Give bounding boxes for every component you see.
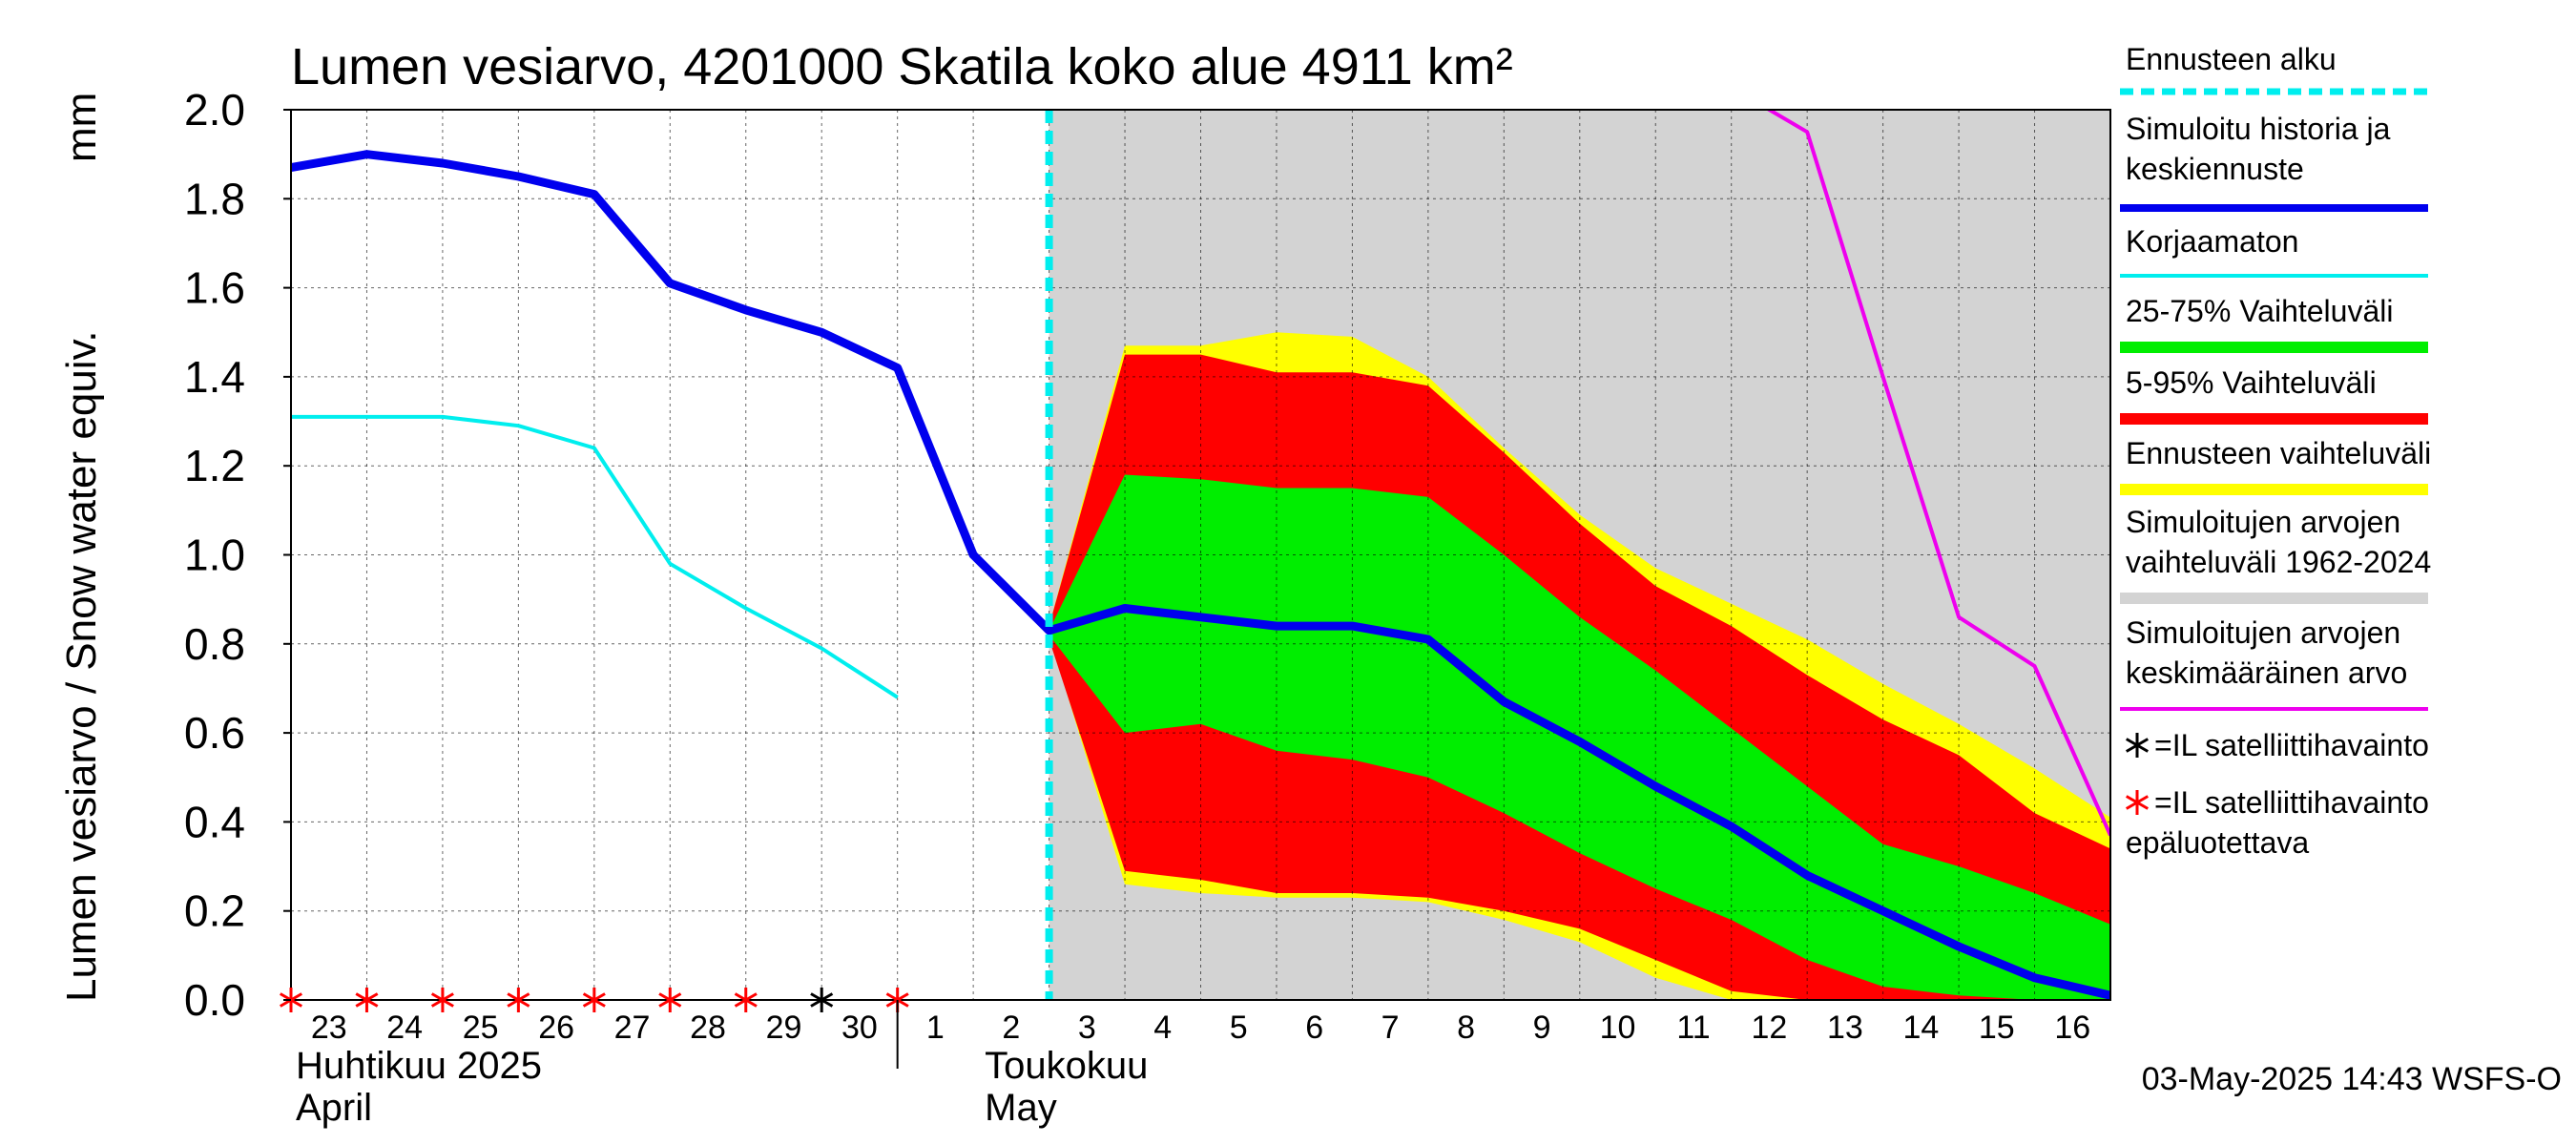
- legend-label: keskimääräinen arvo: [2126, 656, 2407, 690]
- x-axis: 23 24 25 26 27 28 29 30 1 2 3 4 5 6 7 8 9 10 11 12 13 14 15 16H…: [296, 1000, 2090, 1129]
- y-tick-label: 0.0: [184, 975, 245, 1025]
- legend: Ennusteen alku Simuloitu historia ja keski…: [2120, 42, 2431, 860]
- x-tick-label: 24: [386, 1010, 423, 1046]
- series-simuloitujen-arvojen-keskim-r-inen-arvo: [1765, 110, 2110, 837]
- legend-label: Simuloitujen arvojen: [2126, 505, 2400, 539]
- legend-label: keskiennuste: [2126, 152, 2304, 186]
- legend-item: Ennusteen alku: [2120, 42, 2428, 95]
- legend-item: 25-75% Vaihteluväli: [2120, 294, 2428, 353]
- unreliable-observation-marker: [734, 988, 758, 1012]
- legend-label: =IL satelliittihavainto: [2154, 728, 2429, 762]
- legend-label: epäluotettava: [2126, 825, 2309, 860]
- series-korjaamaton: [291, 414, 899, 699]
- legend-star-icon: [2125, 790, 2150, 815]
- legend-item: =IL satelliittihavainto: [2125, 728, 2429, 762]
- x-tick-label: 15: [1979, 1010, 2015, 1046]
- legend-label: 25-75% Vaihteluväli: [2126, 294, 2393, 328]
- series-simuloitu-historia-ja-keskiennuste: [291, 150, 2110, 1000]
- chart-title: Lumen vesiarvo, 4201000 Skatila koko alu…: [291, 38, 1513, 95]
- legend-item: Korjaamaton: [2120, 224, 2428, 278]
- x-tick-label: 9: [1533, 1010, 1551, 1046]
- x-tick-label: 29: [766, 1010, 802, 1046]
- legend-item: Simuloitu historia ja keskiennuste: [2120, 112, 2428, 212]
- unreliable-observation-marker: [430, 988, 454, 1012]
- y-tick-label: 1.8: [184, 174, 245, 223]
- x-tick-label: 4: [1153, 1010, 1172, 1046]
- legend-star-icon: [2125, 733, 2150, 758]
- plot-area: [279, 109, 2111, 1012]
- x-tick-label: 8: [1457, 1010, 1475, 1046]
- x-tick-label: 16: [2054, 1010, 2090, 1046]
- x-tick-label: 5: [1230, 1010, 1248, 1046]
- legend-item: =IL satelliittihavainto epäluotettava: [2125, 785, 2429, 860]
- x-tick-label: 28: [690, 1010, 726, 1046]
- y-tick-label: 0.6: [184, 708, 245, 758]
- x-tick-label: 7: [1381, 1010, 1400, 1046]
- y-tick-label: 1.0: [184, 531, 245, 580]
- x-tick-label: 14: [1902, 1010, 1939, 1046]
- month-label-en: May: [985, 1087, 1057, 1129]
- x-tick-label: 2: [1002, 1010, 1020, 1046]
- legend-label: Simuloitujen arvojen: [2126, 615, 2400, 650]
- month-label-en: April: [296, 1087, 372, 1129]
- legend-label: Korjaamaton: [2126, 224, 2298, 259]
- x-tick-label: 27: [614, 1010, 651, 1046]
- unreliable-observation-marker: [658, 988, 682, 1012]
- x-tick-label: 1: [926, 1010, 945, 1046]
- legend-item: Simuloitujen arvojen vaihteluväli 1962-20…: [2120, 505, 2431, 604]
- y-tick-label: 1.2: [184, 441, 245, 490]
- y-axis-label: Lumen vesiarvo / Snow water equiv.: [58, 330, 105, 1002]
- y-tick-label: 1.6: [184, 263, 245, 313]
- y-tick-label: 0.2: [184, 886, 245, 936]
- legend-label: vaihteluväli 1962-2024: [2126, 545, 2431, 579]
- y-axis: 0.0 0.2 0.4 0.6 0.8 1.0 1.2 1.4 1.6 1.8 2.0: [184, 85, 291, 1025]
- y-tick-label: 0.4: [184, 797, 245, 846]
- x-tick-label: 25: [463, 1010, 499, 1046]
- legend-label: =IL satelliittihavainto: [2154, 785, 2429, 820]
- x-tick-label: 11: [1676, 1010, 1710, 1046]
- legend-label: 5-95% Vaihteluväli: [2126, 365, 2377, 400]
- unreliable-observation-marker: [582, 988, 606, 1012]
- x-tick-label: 6: [1305, 1010, 1323, 1046]
- y-tick-label: 1.4: [184, 352, 245, 402]
- y-axis-unit: mm: [58, 93, 105, 162]
- unreliable-observation-marker: [507, 988, 530, 1012]
- legend-item: Ennusteen vaihteluväli: [2120, 436, 2431, 495]
- month-label-fi: Huhtikuu 2025: [296, 1045, 542, 1087]
- y-tick-label: 2.0: [184, 85, 245, 135]
- y-tick-label: 0.8: [184, 619, 245, 669]
- x-tick-label: 10: [1600, 1010, 1636, 1046]
- legend-item: 5-95% Vaihteluväli: [2120, 365, 2428, 425]
- x-tick-label: 13: [1827, 1010, 1863, 1046]
- legend-label: Ennusteen vaihteluväli: [2126, 436, 2431, 470]
- legend-item: Simuloitujen arvojen keskimääräinen arvo: [2120, 615, 2428, 711]
- grid: [291, 109, 2110, 1001]
- unreliable-observation-marker: [355, 988, 379, 1012]
- x-tick-label: 12: [1752, 1010, 1788, 1046]
- footer-timestamp: 03-May-2025 14:43 WSFS-O: [2142, 1061, 2562, 1097]
- x-tick-label: 26: [538, 1010, 574, 1046]
- legend-label: Ennusteen alku: [2126, 42, 2337, 76]
- legend-label: Simuloitu historia ja: [2126, 112, 2391, 146]
- satellite-observation-marker: [810, 988, 834, 1012]
- x-tick-label: 3: [1078, 1010, 1096, 1046]
- month-label-fi: Toukokuu: [985, 1045, 1148, 1087]
- x-tick-label: 30: [841, 1010, 878, 1046]
- x-tick-label: 23: [311, 1010, 347, 1046]
